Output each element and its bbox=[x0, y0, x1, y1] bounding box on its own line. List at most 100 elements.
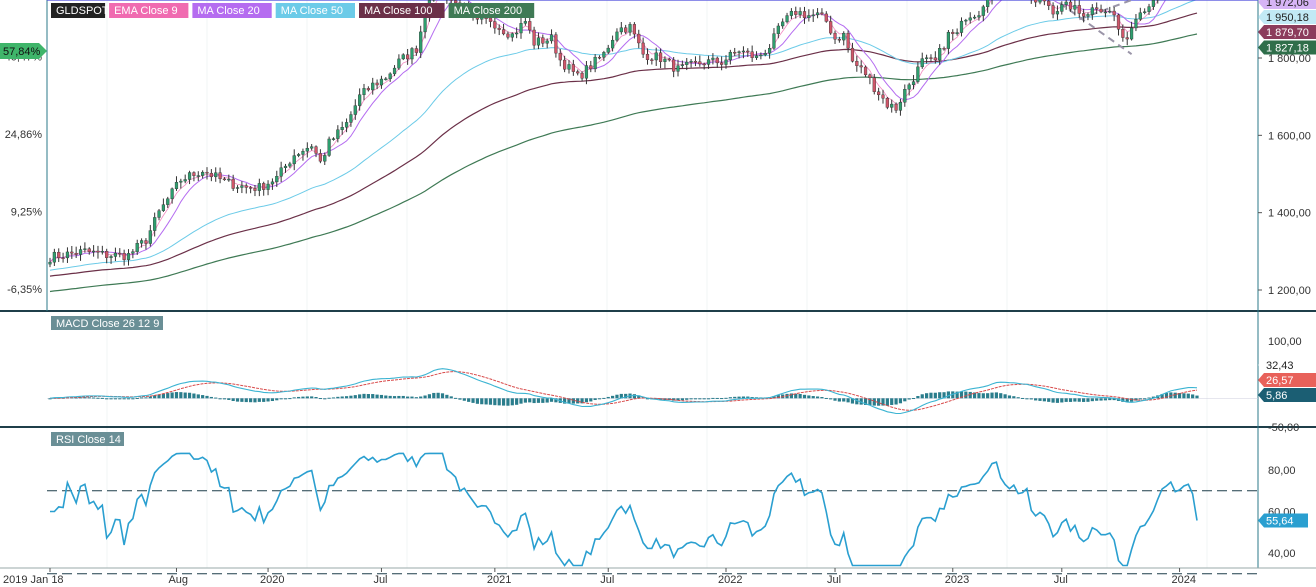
macd-histogram-bar bbox=[802, 394, 807, 399]
candle bbox=[349, 114, 353, 123]
legend-label: GLDSPOT bbox=[56, 5, 109, 17]
macd-histogram-bar bbox=[1007, 395, 1012, 399]
macd-histogram-bar bbox=[153, 395, 157, 399]
macd-line bbox=[49, 368, 1198, 415]
legend-label: MA Close 20 bbox=[197, 5, 259, 17]
macd-histogram-bar bbox=[257, 398, 261, 402]
candle bbox=[706, 59, 711, 65]
candle bbox=[1138, 12, 1142, 20]
legend-chip bbox=[275, 3, 355, 18]
price-tick-label: 1 400,00 bbox=[1268, 208, 1311, 220]
candle bbox=[863, 66, 868, 76]
macd-histogram-bar bbox=[990, 392, 994, 399]
macd-histogram-bar bbox=[602, 397, 606, 399]
macd-histogram-bar bbox=[501, 398, 506, 406]
candle bbox=[1121, 28, 1125, 38]
macd-histogram-bar bbox=[981, 393, 985, 399]
price-panel[interactable] bbox=[47, 0, 1258, 293]
time-tick-label: 2019 Jan 18 bbox=[3, 574, 64, 586]
candle bbox=[977, 15, 981, 18]
candle bbox=[894, 103, 898, 111]
candle bbox=[872, 77, 876, 92]
time-tick-label: 2021 bbox=[487, 574, 511, 586]
macd-histogram-bar bbox=[593, 398, 597, 401]
macd-histogram-bar bbox=[432, 392, 436, 399]
time-tick-label: 2023 bbox=[945, 574, 969, 586]
candle bbox=[205, 171, 209, 174]
macd-histogram-bar bbox=[737, 396, 741, 399]
macd-histogram-bar bbox=[964, 391, 968, 399]
candle bbox=[672, 59, 676, 72]
macd-histogram-bar bbox=[907, 398, 911, 400]
grid-layer bbox=[0, 0, 1316, 569]
macd-histogram-bar bbox=[314, 396, 318, 399]
macd-histogram-bar bbox=[122, 398, 126, 400]
candle bbox=[1051, 5, 1055, 15]
macd-histogram-bar bbox=[109, 398, 113, 400]
macd-histogram-bar bbox=[327, 397, 331, 399]
time-tick-label: Jul bbox=[827, 574, 841, 586]
candle bbox=[235, 187, 240, 189]
candle bbox=[737, 51, 741, 53]
candle bbox=[597, 56, 602, 59]
candle bbox=[768, 48, 772, 54]
legend-label: EMA Close 9 bbox=[114, 5, 178, 17]
macd-histogram-bar bbox=[74, 397, 78, 399]
macd-histogram-bar bbox=[580, 398, 584, 404]
price-value-label: 1 972,06 bbox=[1266, 0, 1309, 9]
macd-histogram-bar bbox=[789, 393, 794, 399]
macd-histogram-bar bbox=[850, 398, 855, 404]
candle bbox=[275, 176, 279, 183]
candle bbox=[148, 230, 152, 244]
macd-histogram-bar bbox=[1055, 398, 1060, 403]
macd-histogram-bar bbox=[545, 398, 549, 403]
candle bbox=[501, 29, 506, 35]
macd-histogram-bar bbox=[506, 398, 510, 406]
macd-histogram-bar bbox=[480, 398, 484, 405]
macd-histogram-bar bbox=[724, 397, 728, 399]
macd-histogram-bar bbox=[689, 398, 693, 400]
candle bbox=[885, 97, 889, 108]
legend-label: MA Close 50 bbox=[281, 5, 343, 17]
macd-histogram-bar bbox=[1121, 398, 1125, 402]
candle bbox=[218, 172, 222, 180]
candle bbox=[846, 32, 850, 49]
rsi-panel[interactable] bbox=[47, 452, 1258, 575]
candle bbox=[824, 13, 828, 22]
candle bbox=[314, 146, 318, 154]
macd-value-label: 5,86 bbox=[1266, 390, 1287, 402]
time-tick-label: Jul bbox=[373, 574, 387, 586]
macd-histogram-bar bbox=[815, 396, 820, 399]
macd-panel[interactable] bbox=[47, 368, 1258, 415]
macd-histogram-bar bbox=[305, 396, 309, 399]
macd-histogram-bar bbox=[528, 398, 532, 403]
candle bbox=[968, 17, 972, 21]
candle bbox=[410, 48, 414, 60]
time-tick-label: Aug bbox=[168, 574, 188, 586]
trend-line bbox=[1053, 0, 1133, 55]
macd-histogram-bar bbox=[920, 394, 924, 399]
macd-histogram-bar bbox=[820, 397, 824, 399]
candle bbox=[1099, 8, 1103, 13]
macd-histogram-bar bbox=[933, 392, 937, 399]
candle bbox=[227, 178, 231, 181]
candle bbox=[401, 54, 405, 60]
candle bbox=[144, 240, 148, 244]
macd-histogram-bar bbox=[253, 398, 257, 403]
macd-histogram-bar bbox=[105, 398, 109, 400]
macd-histogram-bar bbox=[863, 398, 868, 405]
candle bbox=[301, 150, 305, 155]
candle bbox=[157, 210, 161, 218]
macd-histogram-bar bbox=[986, 393, 990, 399]
macd-histogram-bar bbox=[235, 398, 240, 402]
candle bbox=[61, 257, 65, 260]
candle bbox=[109, 256, 113, 258]
candle bbox=[759, 54, 763, 57]
macd-histogram-bar bbox=[728, 397, 732, 399]
macd-histogram-bar bbox=[1108, 398, 1112, 401]
candle bbox=[279, 167, 283, 177]
candle bbox=[179, 180, 183, 183]
macd-histogram-bar bbox=[249, 398, 253, 403]
time-tick-label: 2020 bbox=[260, 574, 284, 586]
